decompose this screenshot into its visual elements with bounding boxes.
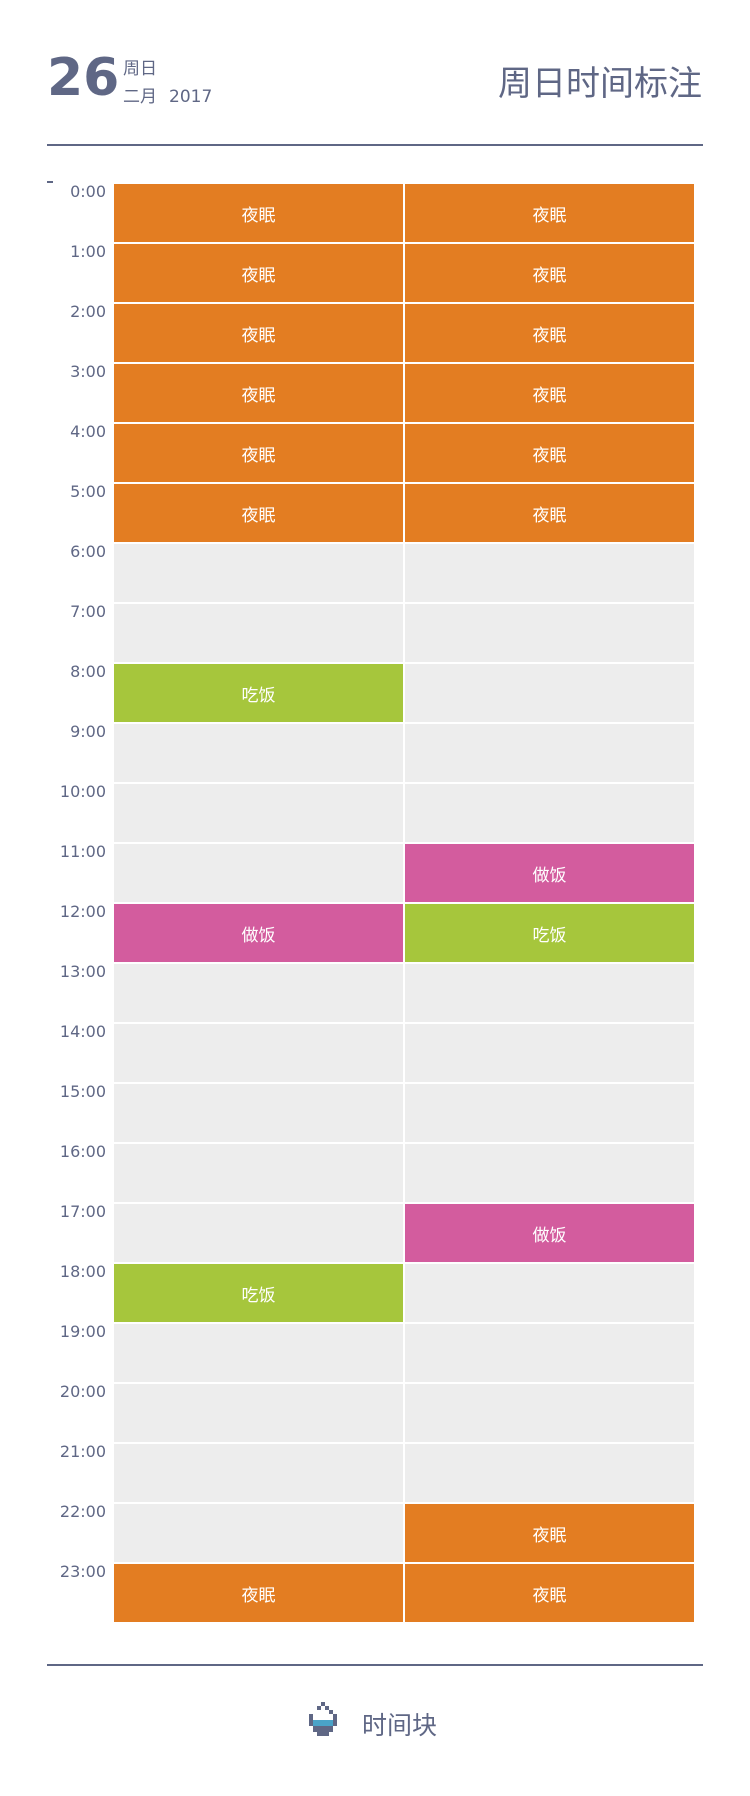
time-label: 3:00 bbox=[70, 362, 106, 381]
bottom-divider bbox=[47, 1664, 703, 1666]
time-label: 11:00 bbox=[59, 842, 106, 861]
activity-block[interactable]: 夜眠 bbox=[405, 304, 694, 362]
month-year: 二月 2017 bbox=[123, 82, 212, 107]
weekday: 周日 bbox=[123, 59, 157, 79]
time-label: 12:00 bbox=[59, 902, 106, 921]
time-label: 8:00 bbox=[70, 662, 106, 681]
activity-block[interactable]: 做饭 bbox=[405, 844, 694, 902]
activity-block[interactable]: 夜眠 bbox=[405, 424, 694, 482]
time-label: 16:00 bbox=[59, 1142, 106, 1161]
empty-slot[interactable] bbox=[405, 1024, 694, 1082]
empty-slot[interactable] bbox=[405, 1384, 694, 1442]
empty-slot[interactable] bbox=[114, 1204, 403, 1262]
time-label: 20:00 bbox=[59, 1382, 106, 1401]
time-label: 6:00 bbox=[70, 542, 106, 561]
year: 2017 bbox=[169, 87, 213, 107]
empty-slot[interactable] bbox=[114, 724, 403, 782]
time-label: 2:00 bbox=[70, 302, 106, 321]
activity-block[interactable]: 夜眠 bbox=[405, 1504, 694, 1562]
time-label: 5:00 bbox=[70, 482, 106, 501]
time-label: 1:00 bbox=[70, 242, 106, 261]
activity-block[interactable]: 做饭 bbox=[405, 1204, 694, 1262]
activity-block[interactable]: 夜眠 bbox=[114, 1564, 403, 1622]
empty-slot[interactable] bbox=[114, 1324, 403, 1382]
empty-slot[interactable] bbox=[114, 1084, 403, 1142]
empty-slot[interactable] bbox=[114, 1024, 403, 1082]
day-number: 26 bbox=[47, 48, 120, 108]
empty-slot[interactable] bbox=[114, 1384, 403, 1442]
page-title: 周日时间标注 bbox=[498, 64, 702, 104]
month: 二月 bbox=[123, 87, 157, 107]
activity-block[interactable]: 夜眠 bbox=[405, 484, 694, 542]
header: 26 周日 二月 2017 周日时间标注 bbox=[0, 0, 750, 146]
activity-block[interactable]: 吃饭 bbox=[405, 904, 694, 962]
time-label: 4:00 bbox=[70, 422, 106, 441]
time-label: 0:00 bbox=[70, 182, 106, 201]
empty-slot[interactable] bbox=[405, 724, 694, 782]
activity-block[interactable]: 夜眠 bbox=[114, 244, 403, 302]
activity-block[interactable]: 做饭 bbox=[114, 904, 403, 962]
time-label: 10:00 bbox=[59, 782, 106, 801]
empty-slot[interactable] bbox=[405, 604, 694, 662]
activity-block[interactable]: 夜眠 bbox=[114, 484, 403, 542]
activity-block[interactable]: 夜眠 bbox=[405, 364, 694, 422]
empty-slot[interactable] bbox=[405, 1444, 694, 1502]
activity-block[interactable]: 吃饭 bbox=[114, 664, 403, 722]
empty-slot[interactable] bbox=[405, 1264, 694, 1322]
empty-slot[interactable] bbox=[405, 664, 694, 722]
activity-block[interactable]: 夜眠 bbox=[114, 424, 403, 482]
empty-slot[interactable] bbox=[114, 604, 403, 662]
time-label: 9:00 bbox=[70, 722, 106, 741]
empty-slot[interactable] bbox=[405, 1324, 694, 1382]
app-name: 时间块 bbox=[362, 1711, 438, 1740]
footer: 时间块 bbox=[0, 1700, 750, 1750]
time-label: 14:00 bbox=[59, 1022, 106, 1041]
time-label: 17:00 bbox=[59, 1202, 106, 1221]
activity-block[interactable]: 夜眠 bbox=[114, 304, 403, 362]
time-label: 19:00 bbox=[59, 1322, 106, 1341]
empty-slot[interactable] bbox=[405, 964, 694, 1022]
tick-mark bbox=[47, 181, 53, 183]
empty-slot[interactable] bbox=[405, 1144, 694, 1202]
empty-slot[interactable] bbox=[405, 1084, 694, 1142]
time-label: 21:00 bbox=[59, 1442, 106, 1461]
activity-block[interactable]: 夜眠 bbox=[405, 1564, 694, 1622]
hourglass-cup-icon bbox=[309, 1702, 337, 1736]
empty-slot[interactable] bbox=[114, 784, 403, 842]
time-label: 7:00 bbox=[70, 602, 106, 621]
empty-slot[interactable] bbox=[114, 544, 403, 602]
empty-slot[interactable] bbox=[405, 784, 694, 842]
activity-block[interactable]: 夜眠 bbox=[114, 184, 403, 242]
empty-slot[interactable] bbox=[114, 1444, 403, 1502]
activity-block[interactable]: 夜眠 bbox=[405, 244, 694, 302]
top-divider bbox=[47, 144, 703, 146]
empty-slot[interactable] bbox=[114, 964, 403, 1022]
activity-block[interactable]: 吃饭 bbox=[114, 1264, 403, 1322]
time-label: 13:00 bbox=[59, 962, 106, 981]
time-label: 15:00 bbox=[59, 1082, 106, 1101]
empty-slot[interactable] bbox=[114, 1504, 403, 1562]
time-label: 18:00 bbox=[59, 1262, 106, 1281]
time-label: 23:00 bbox=[59, 1562, 106, 1581]
activity-block[interactable]: 夜眠 bbox=[114, 364, 403, 422]
empty-slot[interactable] bbox=[114, 1144, 403, 1202]
activity-block[interactable]: 夜眠 bbox=[405, 184, 694, 242]
empty-slot[interactable] bbox=[114, 844, 403, 902]
empty-slot[interactable] bbox=[405, 544, 694, 602]
time-label: 22:00 bbox=[59, 1502, 106, 1521]
